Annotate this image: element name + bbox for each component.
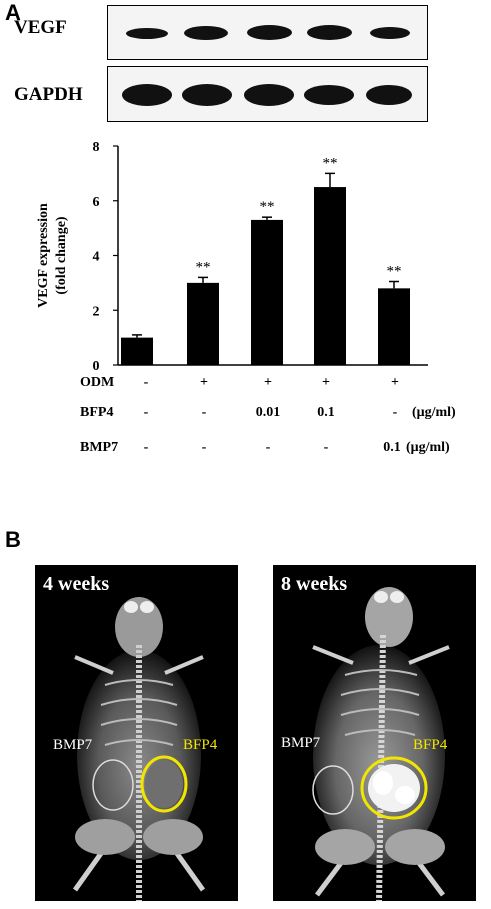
xray-title-8-weeks: 8 weeks: [281, 573, 348, 595]
vegf-blot: [107, 5, 428, 60]
significance-mark-4: **: [323, 155, 338, 171]
odm-value-5: +: [391, 375, 399, 390]
bfp4-value-4: 0.1: [317, 405, 335, 420]
gapdh-band-5: [366, 85, 412, 105]
y-tick-label-3: 6: [93, 195, 100, 210]
vegf-blot-label: VEGF: [14, 17, 67, 38]
xray-title-4-weeks: 4 weeks: [43, 573, 110, 595]
bfp4-implant-circle: [360, 756, 428, 820]
significance-mark-2: **: [196, 259, 211, 275]
y-axis-label-line-2: (fold change): [54, 216, 69, 295]
odm-value-2: +: [200, 375, 208, 390]
bmp7-unit: (μg/ml): [406, 440, 450, 455]
y-tick-label-2: 4: [93, 250, 100, 265]
bfp4-implant-circle: [140, 755, 188, 813]
bmp7-label-8-weeks: BMP7: [281, 735, 321, 751]
bar-1: [121, 337, 153, 365]
bmp7-value-5: 0.1: [383, 440, 401, 455]
significance-mark-5: **: [387, 264, 402, 280]
bfp4-unit: (μg/ml): [412, 405, 456, 420]
odm-value-1: -: [143, 375, 149, 390]
bmp7-value-4: -: [323, 440, 329, 455]
gapdh-blot-label: GAPDH: [14, 84, 83, 105]
gapdh-band-4: [304, 85, 354, 105]
bfp4-label-8-weeks: BFP4: [413, 737, 448, 753]
bmp7-implant-circle: [312, 765, 354, 815]
bar-4: [314, 187, 346, 365]
bfp4-value-5: -: [392, 405, 398, 420]
gapdh-band-3: [244, 84, 294, 106]
bmp7-row-label: BMP7: [80, 440, 119, 455]
xray-image-8-weeks: 8 weeks BMP7 BFP4: [273, 565, 476, 901]
bfp4-label-4-weeks: BFP4: [183, 737, 218, 753]
bar-2: [187, 282, 219, 365]
vegf-band-4: [307, 25, 352, 40]
bfp4-value-3: 0.01: [255, 405, 281, 420]
bmp7-value-3: -: [265, 440, 271, 455]
bmp7-label-4-weeks: BMP7: [53, 737, 93, 753]
odm-value-4: +: [322, 375, 330, 390]
mouse-skeleton-4-weeks: [72, 597, 206, 901]
gapdh-band-1: [122, 84, 172, 106]
significance-mark-3: **: [260, 199, 275, 215]
y-tick-label-4: 8: [93, 140, 100, 155]
bar-5: [378, 288, 410, 365]
panel-b-letter: B: [5, 527, 21, 552]
vegf-bar-chart: 0 2 4 6 8 VEGF expression (fold change) ** ** ** *…: [36, 140, 428, 374]
bfp4-value-2: -: [201, 405, 207, 420]
odm-row-label: ODM: [80, 375, 115, 390]
y-tick-label-0: 0: [93, 359, 100, 374]
gapdh-band-2: [182, 84, 232, 106]
gapdh-blot: [107, 66, 428, 122]
xray-image-4-weeks: 4 weeks BMP7 BFP4: [35, 565, 238, 901]
vegf-band-3: [247, 25, 292, 40]
mouse-skeleton-8-weeks: [312, 587, 450, 901]
vegf-band-5: [370, 27, 410, 39]
vegf-band-2: [184, 26, 228, 40]
y-axis-label-line-1: VEGF expression: [36, 203, 51, 308]
bmp7-value-1: -: [143, 440, 149, 455]
y-axis-label: VEGF expression (fold change): [36, 203, 69, 308]
panel-a-letter: A: [5, 0, 21, 25]
odm-value-3: +: [264, 375, 272, 390]
bfp4-row-label: BFP4: [80, 405, 114, 420]
bmp7-implant-circle: [92, 759, 134, 811]
y-tick-label-1: 2: [93, 304, 100, 319]
bmp7-value-2: -: [201, 440, 207, 455]
bfp4-value-1: -: [143, 405, 149, 420]
vegf-band-1: [126, 28, 168, 39]
bar-3: [251, 219, 283, 365]
